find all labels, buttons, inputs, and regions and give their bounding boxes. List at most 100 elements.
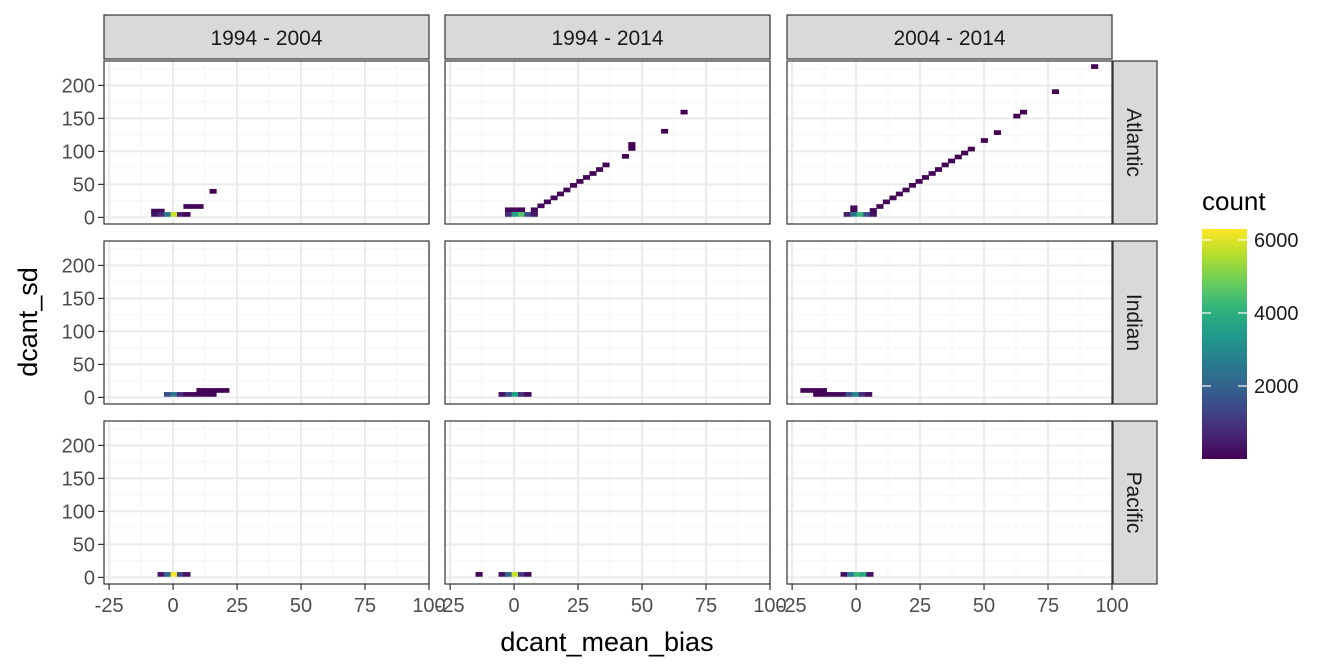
heatmap-cell — [915, 179, 923, 184]
y-tick-label: 50 — [73, 354, 95, 376]
heatmap-cell — [183, 572, 191, 577]
x-tick-label: 0 — [509, 595, 520, 617]
heatmap-cell — [869, 208, 877, 213]
row-strip: Indian — [1112, 240, 1158, 405]
heatmap-cell — [151, 208, 159, 214]
heatmap-cell — [183, 204, 191, 209]
heatmap-cell — [517, 207, 526, 213]
heatmap-cell — [170, 212, 178, 217]
facet-panels — [103, 60, 1113, 585]
heatmap-cell — [865, 392, 873, 397]
panel-border — [444, 420, 771, 585]
heatmap-cell — [866, 572, 874, 577]
heatmap-cell — [517, 212, 526, 217]
heatmap-cell — [163, 212, 172, 217]
legend-tick-label: 6000 — [1254, 230, 1299, 252]
heatmap-cell — [954, 154, 962, 160]
y-tick-label: 150 — [62, 468, 95, 490]
x-tick-label: -25 — [778, 595, 807, 617]
heatmap-cell — [602, 162, 610, 168]
panel-border — [786, 420, 1113, 585]
heatmap-cell — [202, 388, 210, 393]
heatmap-cell — [183, 392, 191, 397]
heatmap-cell — [183, 212, 191, 217]
heatmap-cell — [163, 572, 172, 577]
heatmap-cell — [908, 183, 917, 188]
heatmap-cell — [550, 195, 558, 201]
heatmap-cell — [967, 146, 975, 152]
x-tick-label: 25 — [909, 595, 931, 617]
heatmap-cell — [209, 392, 217, 397]
heatmap-cell — [845, 392, 853, 397]
heatmap-cell — [504, 212, 513, 217]
heatmap-cell — [530, 212, 538, 217]
heatmap-cell — [524, 572, 532, 577]
x-tick-label: 75 — [354, 595, 376, 617]
heatmap-cell — [163, 392, 172, 397]
panel-background — [787, 61, 1112, 224]
row-strip-background — [1112, 240, 1158, 405]
row-strip-label: Indian — [1122, 294, 1145, 351]
y-tick-label: 150 — [62, 288, 95, 310]
heatmap-cell — [628, 142, 636, 147]
heatmap-cell — [856, 212, 864, 217]
heatmap-cell — [563, 187, 571, 193]
heatmap-cell — [1019, 109, 1028, 115]
x-tick-label: 75 — [695, 595, 717, 617]
heatmap-cell — [934, 167, 943, 172]
heatmap-cell — [504, 392, 513, 397]
y-tick-label: 0 — [84, 387, 95, 409]
heatmap-cell — [800, 388, 808, 393]
x-tick-label: -25 — [95, 595, 124, 617]
heatmap-cell — [961, 150, 969, 156]
heatmap-cell — [853, 572, 861, 577]
heatmap-cell — [895, 191, 903, 197]
heatmap-cell — [852, 392, 860, 397]
x-tick-label: 100 — [753, 595, 786, 617]
heatmap-cell — [569, 183, 578, 188]
panel-background — [104, 421, 429, 584]
y-tick-label: 200 — [62, 75, 95, 97]
x-tick-label: 25 — [567, 595, 589, 617]
panel-border — [444, 240, 771, 405]
y-tick-label: 100 — [62, 501, 95, 523]
panel-background — [445, 61, 770, 224]
heatmap-cell — [1051, 89, 1060, 95]
x-tick-label: 25 — [226, 595, 248, 617]
heatmap-cell — [157, 212, 165, 217]
heatmap-cell — [530, 207, 538, 213]
x-tick-label: -25 — [436, 595, 465, 617]
heatmap-cell — [582, 175, 591, 180]
heatmap-cell — [680, 109, 688, 115]
column-strip-background — [103, 14, 430, 60]
heatmap-cell — [859, 572, 868, 577]
heatmap-cell — [1013, 113, 1021, 119]
row-strip: Pacific — [1112, 420, 1158, 585]
heatmap-cell — [902, 187, 910, 193]
column-strip-background — [444, 14, 771, 60]
panel-border — [786, 60, 1113, 225]
heatmap-cell — [941, 162, 949, 168]
heatmap-cell — [215, 388, 224, 393]
heatmap-cell — [832, 392, 840, 397]
heatmap-cell — [819, 388, 827, 393]
x-tick-label: 50 — [290, 595, 312, 617]
heatmap-cell — [980, 138, 988, 143]
panel-atlantic-3 — [786, 60, 1113, 225]
heatmap-cell — [621, 153, 630, 159]
row-strip-label: Pacific — [1122, 472, 1145, 534]
heatmap-cell — [475, 572, 483, 577]
heatmap-cell — [576, 179, 584, 184]
heatmap-cell — [157, 208, 165, 214]
y-tick-label: 150 — [62, 108, 95, 130]
panel-border — [103, 240, 430, 405]
heatmap-cell — [928, 171, 936, 176]
panel-indian-3 — [786, 240, 1113, 405]
legend-tick-label: 4000 — [1254, 303, 1299, 325]
x-tick-label: 100 — [412, 595, 445, 617]
legend-colorbar — [1202, 229, 1247, 459]
panel-background — [104, 61, 429, 224]
row-strip-label: Atlantic — [1122, 108, 1145, 177]
panel-pacific-3 — [786, 420, 1113, 585]
facet-strips: 1994 - 2004 1994 - 2014 2004 - 2014 Atlanti… — [103, 14, 1158, 585]
